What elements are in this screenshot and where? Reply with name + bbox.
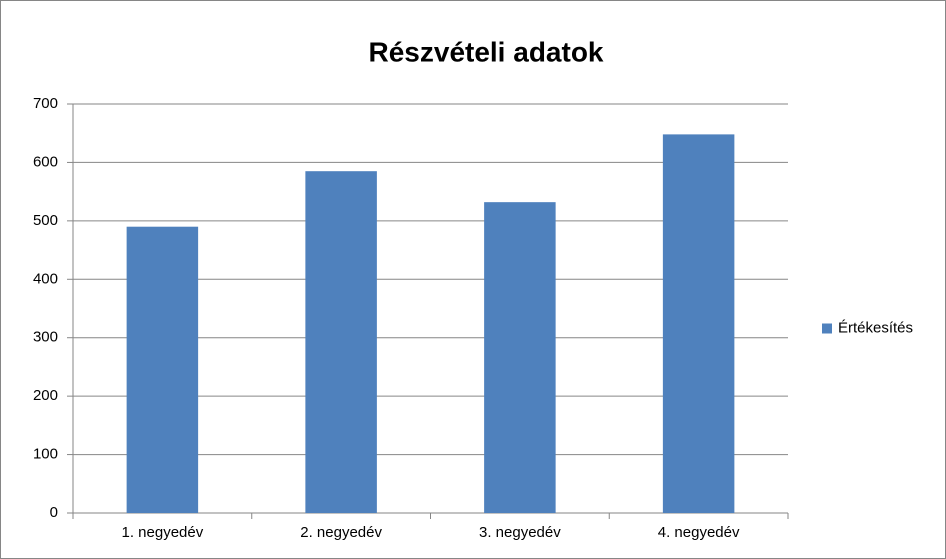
- x-tick-label: 1. negyedév: [122, 524, 204, 541]
- x-tick-label: 2. negyedév: [300, 524, 382, 541]
- x-tick-label: 3. negyedév: [479, 524, 561, 541]
- y-tick-label: 300: [33, 329, 58, 346]
- legend-swatch: [822, 323, 832, 334]
- y-tick-label: 600: [33, 153, 58, 170]
- bar: [126, 226, 199, 513]
- x-tick-label: 4. negyedév: [658, 524, 740, 541]
- bar: [305, 171, 377, 513]
- y-tick-label: 400: [33, 270, 58, 287]
- y-tick-label: 100: [33, 446, 58, 463]
- bar: [662, 134, 735, 513]
- legend-label: Értékesítés: [838, 319, 913, 336]
- y-tick-label: 200: [33, 387, 58, 404]
- chart-title: Részvételi adatok: [369, 36, 604, 67]
- y-tick-label: 500: [33, 212, 58, 229]
- bar: [484, 202, 556, 513]
- y-tick-label: 0: [50, 504, 58, 521]
- y-tick-label: 700: [33, 95, 58, 112]
